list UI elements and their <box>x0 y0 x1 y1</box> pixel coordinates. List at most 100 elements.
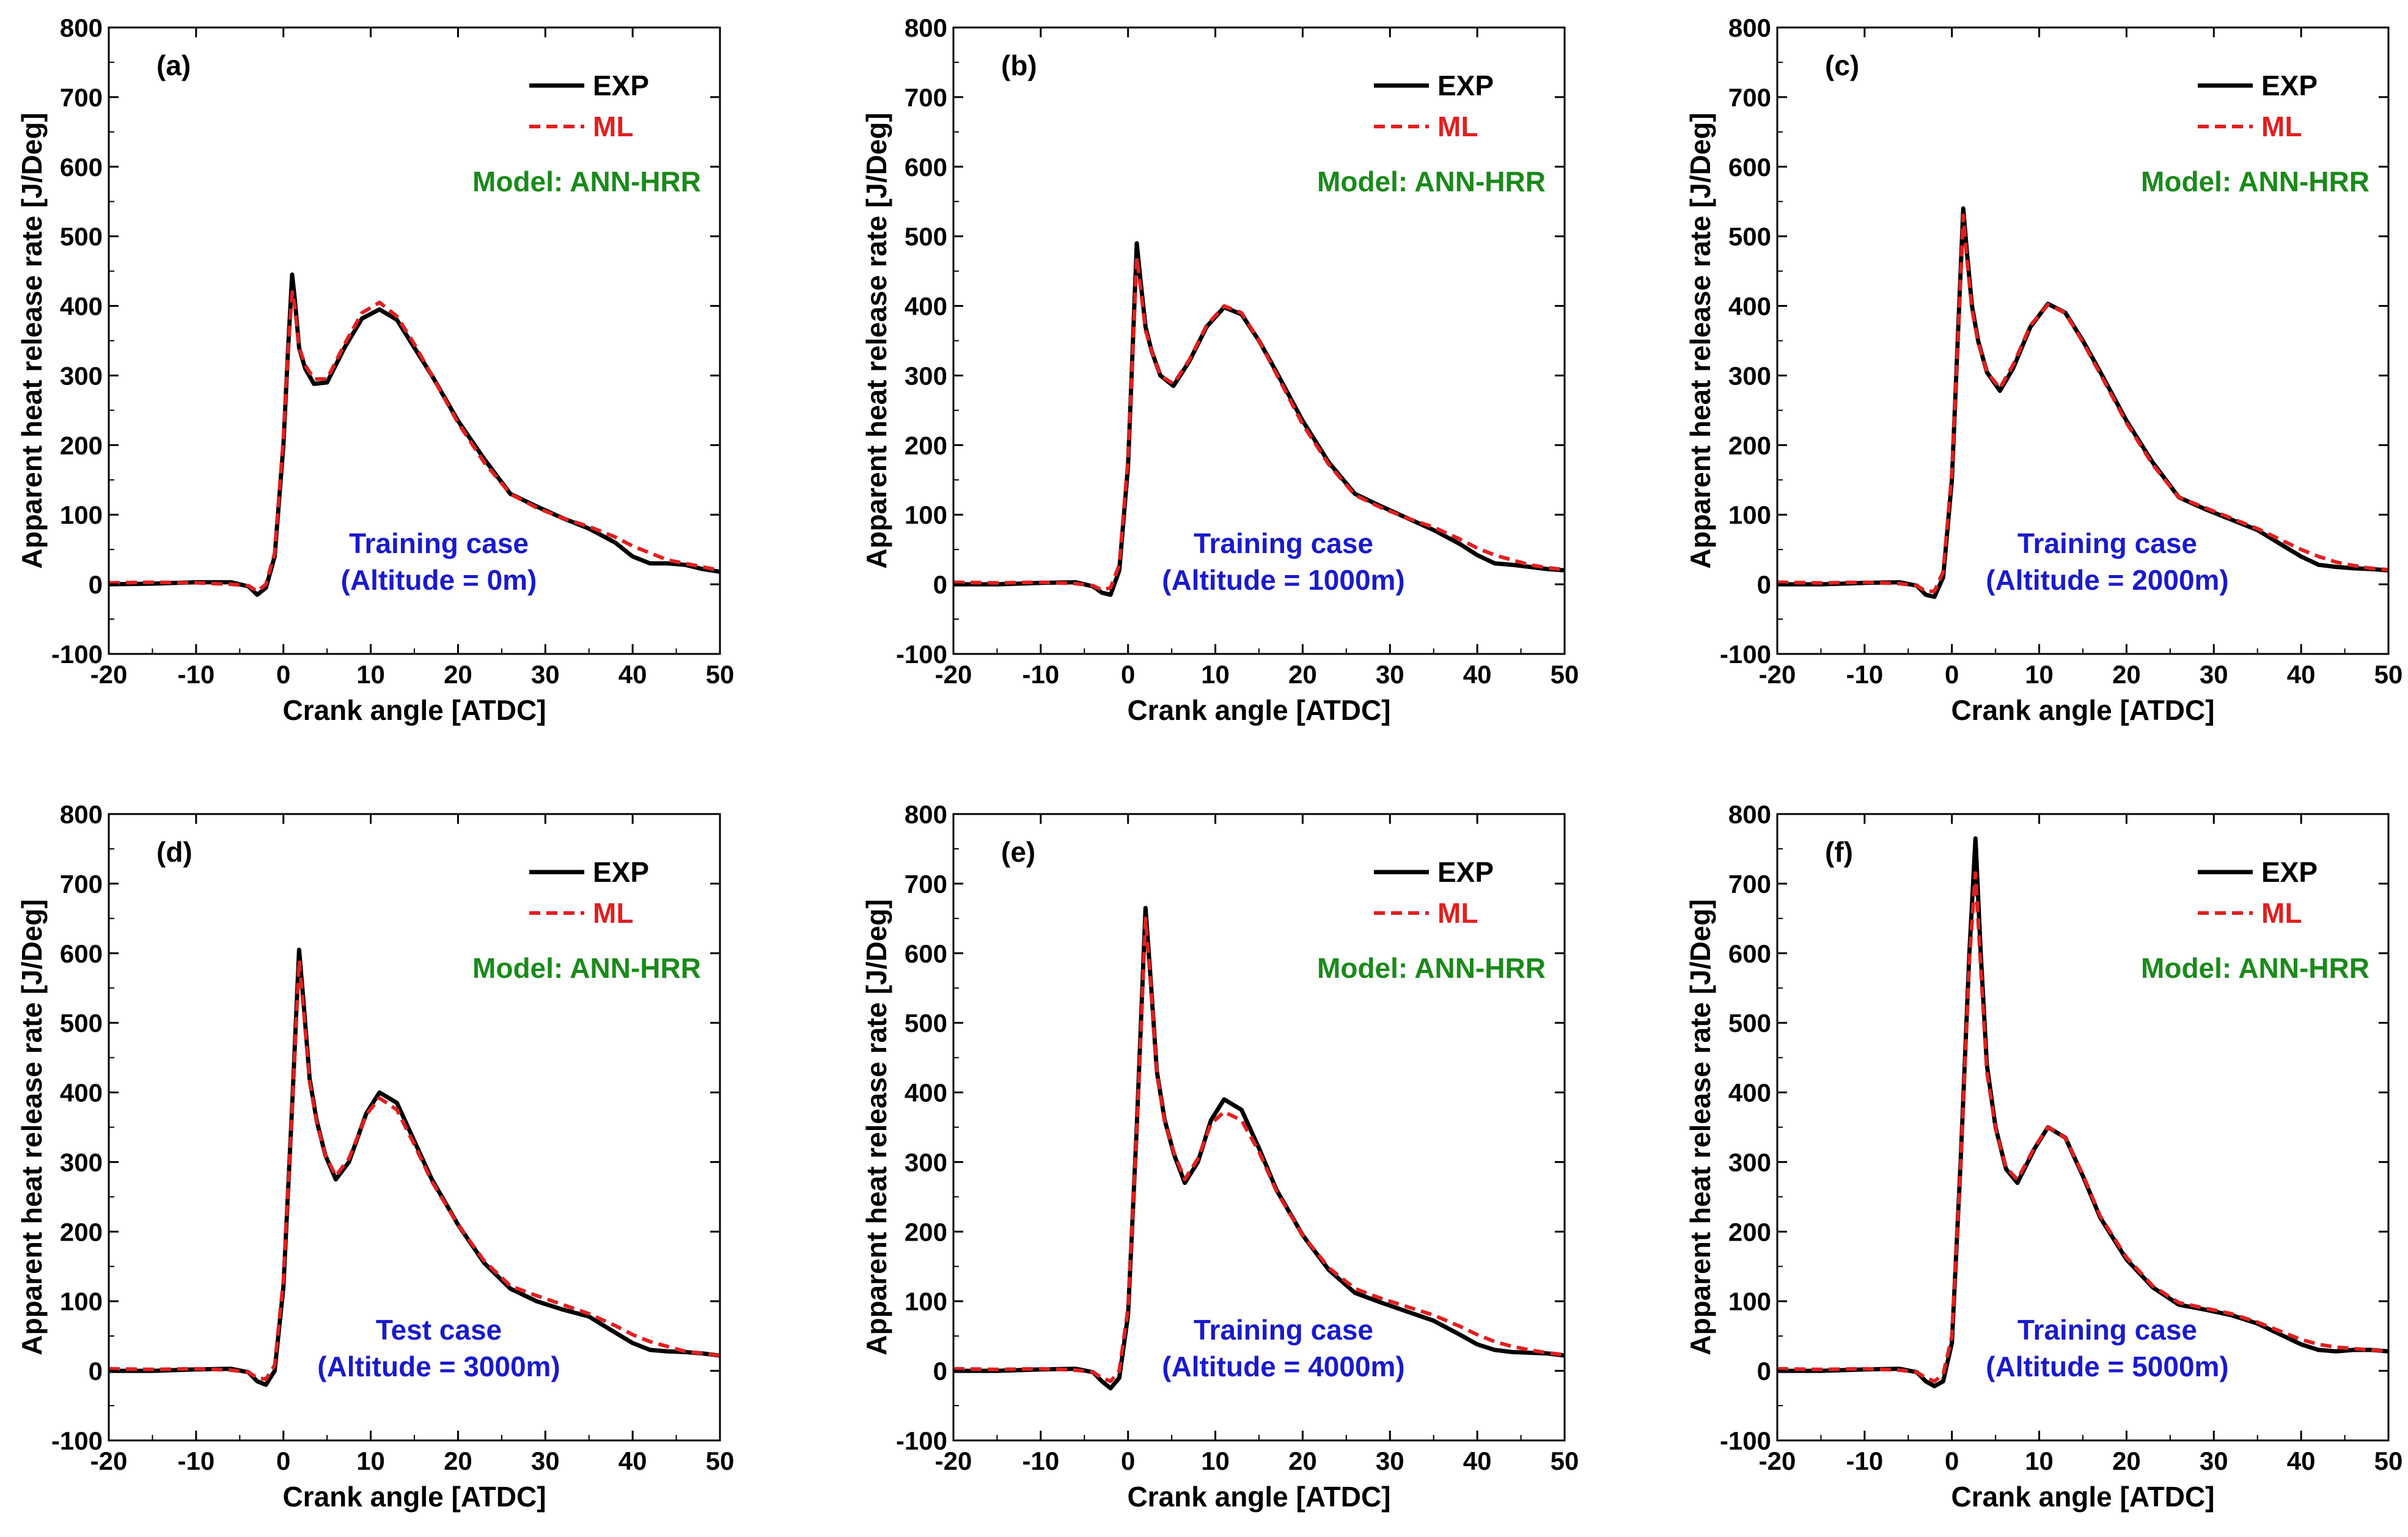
model-annotation: Model: ANN-HRR <box>1317 952 1546 984</box>
x-tick-label: 30 <box>2200 1447 2228 1475</box>
x-tick-label: 0 <box>276 660 290 689</box>
y-tick-label: 700 <box>1728 870 1771 898</box>
y-tick-label: 700 <box>905 83 947 112</box>
y-tick-label: -100 <box>51 640 103 669</box>
y-axis-title: Apparent heat release rate [J/Deg] <box>861 899 892 1355</box>
y-tick-label: 200 <box>1728 431 1771 460</box>
model-annotation: Model: ANN-HRR <box>472 166 701 197</box>
x-tick-label: 50 <box>2374 1447 2403 1475</box>
y-tick-label: 400 <box>60 292 103 321</box>
y-tick-label: -100 <box>51 1426 103 1455</box>
x-tick-label: -20 <box>90 660 128 689</box>
panel-label: (a) <box>156 50 191 81</box>
chart-panel-b: -20 -10 0 10 20 30 40 50-1000100200300400500600… <box>861 13 1579 726</box>
case-annotation-title: Training case <box>2017 1314 2197 1346</box>
y-tick-label: 500 <box>1728 222 1771 251</box>
y-tick-label: 200 <box>60 431 103 460</box>
y-tick-label: 700 <box>905 870 947 898</box>
x-tick-label: 20 <box>2112 660 2141 689</box>
x-tick-label: 40 <box>1463 1447 1492 1475</box>
y-tick-label: 100 <box>905 501 947 529</box>
ml-series-line <box>109 958 720 1381</box>
y-tick-label: 400 <box>905 1079 947 1107</box>
y-tick-label: 0 <box>933 1357 947 1385</box>
ml-series-line <box>109 290 720 593</box>
panel-label: (b) <box>1001 50 1037 81</box>
y-tick-label: 600 <box>1728 153 1771 182</box>
x-tick-label: -10 <box>178 1447 215 1475</box>
exp-series-line <box>109 272 720 597</box>
legend-ml-label: ML <box>1437 897 1478 929</box>
y-tick-label: 300 <box>1728 361 1771 390</box>
y-tick-label: 800 <box>60 13 103 42</box>
y-tick-label: 300 <box>905 1148 947 1176</box>
chart-panel-d: -20 -10 0 10 20 30 40 50-1000100200300400500600… <box>16 800 734 1513</box>
y-tick-label: 200 <box>905 431 947 460</box>
y-axis-title: Apparent heat release rate [J/Deg] <box>16 899 48 1355</box>
x-tick-label: 20 <box>1288 1447 1317 1475</box>
ml-series-line <box>1777 213 2388 593</box>
model-annotation: Model: ANN-HRR <box>2141 166 2369 197</box>
x-tick-label: 0 <box>1121 660 1135 689</box>
x-tick-label: -20 <box>1759 1447 1796 1475</box>
x-tick-label: 10 <box>2025 1447 2054 1475</box>
legend-exp-label: EXP <box>1437 856 1494 888</box>
y-tick-label: 400 <box>1728 292 1771 321</box>
y-tick-label: 0 <box>1757 1357 1771 1385</box>
chart-panel-f: -20 -10 0 10 20 30 40 50-1000100200300400500600… <box>1684 800 2402 1513</box>
panel-label: (f) <box>1825 836 1853 868</box>
panel-label: (d) <box>156 836 193 868</box>
y-tick-label: 0 <box>89 1357 103 1385</box>
case-annotation-title: Training case <box>1194 1314 1373 1346</box>
y-axis-title: Apparent heat release rate [J/Deg] <box>861 112 892 569</box>
y-tick-label: 700 <box>60 83 103 112</box>
x-tick-label: 20 <box>444 660 472 689</box>
legend-ml-label: ML <box>593 897 633 929</box>
x-tick-label: -20 <box>90 1447 128 1475</box>
x-tick-label: 40 <box>2287 1447 2316 1475</box>
x-tick-label: 40 <box>619 1447 647 1475</box>
y-tick-label: 500 <box>60 222 103 251</box>
x-tick-label: 40 <box>2287 660 2316 689</box>
x-axis-title: Crank angle [ATDC] <box>1127 1481 1390 1513</box>
y-tick-label: 600 <box>1728 939 1771 968</box>
x-tick-label: 50 <box>1551 1447 1579 1475</box>
y-tick-label: 400 <box>905 292 947 321</box>
x-tick-label: -20 <box>935 660 972 689</box>
y-tick-label: 100 <box>60 501 103 529</box>
exp-series-line <box>953 906 1565 1391</box>
case-annotation-title: Training case <box>349 527 529 559</box>
y-tick-label: -100 <box>1720 1426 1771 1455</box>
exp-series-line <box>109 947 720 1387</box>
x-tick-label: 30 <box>1376 660 1404 689</box>
y-tick-label: 600 <box>905 153 947 182</box>
legend-exp-label: EXP <box>2261 70 2318 101</box>
y-tick-label: 800 <box>1728 13 1771 42</box>
y-tick-label: 300 <box>60 361 103 390</box>
exp-series-line <box>1777 206 2388 600</box>
y-tick-label: -100 <box>896 640 947 669</box>
ml-series-line <box>1777 871 2388 1384</box>
y-tick-label: 100 <box>905 1287 947 1316</box>
legend-exp-label: EXP <box>1437 70 1494 101</box>
y-axis-title: Apparent heat release rate [J/Deg] <box>1684 899 1716 1355</box>
y-tick-label: 500 <box>60 1009 103 1038</box>
y-tick-label: 800 <box>1728 800 1771 829</box>
y-tick-label: 300 <box>60 1148 103 1176</box>
case-annotation-altitude: (Altitude = 2000m) <box>1986 564 2229 596</box>
y-tick-label: 0 <box>1757 570 1771 599</box>
x-tick-label: 10 <box>356 1447 385 1475</box>
x-tick-label: 50 <box>2374 660 2403 689</box>
y-tick-label: 200 <box>905 1217 947 1246</box>
chart-panel-e: -20 -10 0 10 20 30 40 50-1000100200300400500600… <box>861 800 1579 1513</box>
ml-series-line <box>953 255 1565 592</box>
x-tick-label: 40 <box>1463 660 1492 689</box>
y-tick-label: 100 <box>1728 501 1771 529</box>
y-tick-label: 600 <box>905 939 947 968</box>
ml-series-line <box>953 916 1565 1384</box>
x-tick-label: 10 <box>1201 1447 1230 1475</box>
y-tick-label: 800 <box>60 800 103 829</box>
x-tick-label: -10 <box>1846 660 1884 689</box>
x-tick-label: 10 <box>356 660 385 689</box>
model-annotation: Model: ANN-HRR <box>472 952 701 984</box>
